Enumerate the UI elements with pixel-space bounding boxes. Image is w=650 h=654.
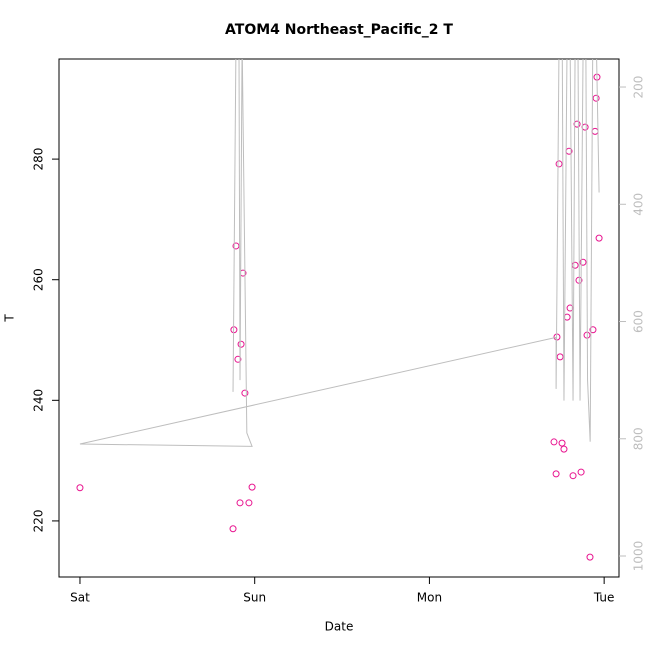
chart-title: ATOM4 Northeast_Pacific_2 T <box>225 22 453 38</box>
data-point <box>595 234 603 242</box>
x-tick-label: Mon <box>417 591 442 605</box>
y-tick-label: 240 <box>32 389 46 412</box>
y-axis-label: T <box>3 314 17 323</box>
data-point <box>550 438 558 446</box>
data-point <box>234 355 242 363</box>
y2-tick-label: 200 <box>632 76 646 99</box>
data-point <box>577 468 585 476</box>
data-point <box>555 160 563 168</box>
data-point <box>563 313 571 321</box>
y2-tick-label: 1000 <box>632 541 646 572</box>
x-tick-label: Sat <box>70 591 90 605</box>
data-point <box>76 484 84 492</box>
data-point <box>245 499 253 507</box>
data-point <box>571 261 579 269</box>
data-point <box>592 94 600 102</box>
data-point <box>248 483 256 491</box>
plot-area <box>76 59 603 561</box>
x-tick-label: Tue <box>593 591 615 605</box>
y-tick-label: 280 <box>32 148 46 171</box>
data-point <box>232 242 240 250</box>
y2-tick-label: 600 <box>632 310 646 333</box>
x-tick-label: Sun <box>243 591 266 605</box>
data-point <box>241 389 249 397</box>
data-point <box>589 326 597 334</box>
data-point <box>579 258 587 266</box>
data-line <box>79 59 600 447</box>
y-tick-label: 220 <box>32 509 46 532</box>
plot-frame <box>58 58 620 578</box>
data-point <box>236 499 244 507</box>
data-point <box>229 525 237 533</box>
data-point <box>573 120 581 128</box>
x-axis-label: Date <box>325 620 354 634</box>
y2-tick-label: 400 <box>632 193 646 216</box>
data-point <box>558 439 566 447</box>
data-point <box>552 470 560 478</box>
y2-tick-label: 800 <box>632 427 646 450</box>
y-tick-label: 260 <box>32 268 46 291</box>
data-point <box>556 353 564 361</box>
data-point <box>566 304 574 312</box>
data-point <box>591 127 599 135</box>
data-point <box>560 445 568 453</box>
data-point <box>586 553 594 561</box>
data-point <box>581 123 589 131</box>
data-point <box>237 340 245 348</box>
data-point <box>569 472 577 480</box>
